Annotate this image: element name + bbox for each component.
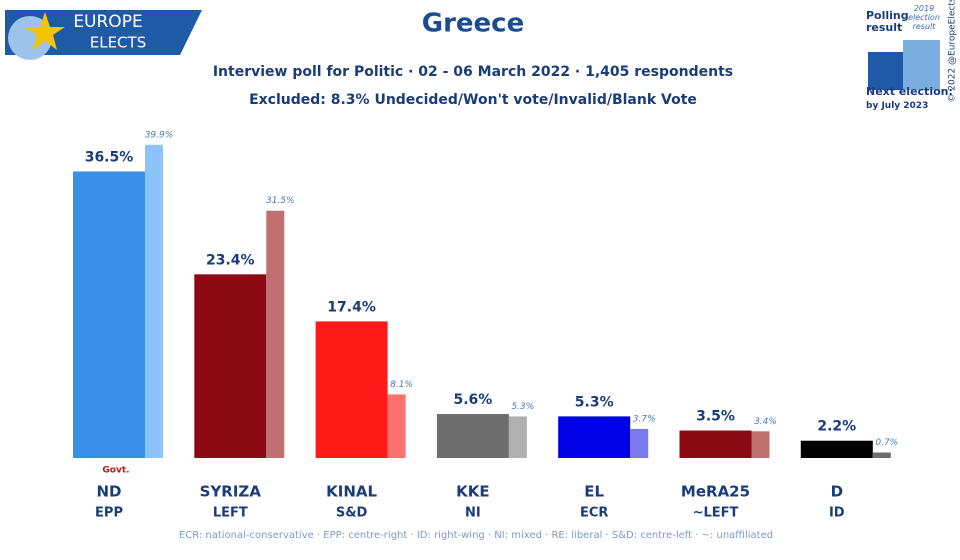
legend-label: 2019 election result: [908, 4, 940, 31]
logo-text: ELECTS: [90, 34, 146, 52]
value-label: 36.5%: [85, 149, 134, 165]
value-label: 5.3%: [575, 394, 614, 410]
next-election-date: by July 2023: [866, 101, 929, 111]
subtitle: Excluded: 8.3% Undecided/Won't vote/Inva…: [249, 92, 697, 108]
value-label: 3.5%: [696, 409, 735, 425]
next-election: Next election:: [866, 85, 953, 98]
x-tick-label: SYRIZA: [200, 483, 262, 501]
footnote: ECR: national-conservative · EPP: centre…: [179, 530, 773, 541]
logo-star: [25, 12, 65, 50]
bar: [872, 452, 891, 458]
legend-swatch: [868, 52, 903, 90]
group-label: LEFT: [213, 506, 248, 521]
bar: [194, 274, 267, 458]
x-tick-label: EL: [584, 483, 604, 501]
bar: [73, 171, 145, 458]
subtitle: Interview poll for Politic · 02 - 06 Mar…: [213, 64, 733, 80]
logo-text: EUROPE: [73, 12, 142, 32]
x-tick-label: MeRA25: [681, 483, 750, 501]
chart-title: Greece: [422, 9, 524, 39]
value-label: 2.2%: [817, 419, 856, 435]
bar: [630, 428, 649, 458]
bar: [558, 416, 631, 458]
value-label: 17.4%: [327, 299, 376, 315]
legend-label: Polling result: [866, 9, 909, 34]
value-label: 0.7%: [875, 438, 898, 448]
bar: [679, 430, 752, 458]
annotation: Govt.: [102, 466, 129, 476]
x-tick-label: D: [831, 483, 843, 501]
x-tick-label: KKE: [456, 483, 490, 501]
group-label: NI: [465, 506, 481, 521]
value-label: 8.1%: [390, 380, 413, 390]
group-label: ~LEFT: [693, 506, 739, 521]
group-label: ECR: [580, 506, 608, 521]
bar: [751, 431, 770, 458]
value-label: 23.4%: [206, 252, 255, 268]
bar: [436, 414, 509, 458]
value-label: 31.5%: [266, 196, 295, 206]
x-tick-label: ND: [96, 483, 121, 501]
x-tick-label: KINAL: [326, 483, 377, 501]
bar: [387, 394, 406, 458]
group-label: EPP: [95, 506, 123, 521]
copyright: © 2022 @EuropeElects: [948, 0, 958, 103]
bar: [315, 321, 388, 458]
value-label: 5.3%: [511, 402, 534, 412]
value-label: 3.4%: [754, 417, 777, 427]
bar: [145, 144, 163, 458]
value-label: 39.9%: [145, 130, 174, 140]
group-label: ID: [829, 506, 845, 521]
legend-swatch: [903, 40, 940, 90]
bar: [508, 416, 527, 458]
bar: [800, 440, 873, 458]
bar: [266, 210, 285, 458]
value-label: 5.6%: [453, 392, 492, 408]
group-label: S&D: [336, 506, 368, 521]
value-label: 3.7%: [633, 414, 656, 424]
